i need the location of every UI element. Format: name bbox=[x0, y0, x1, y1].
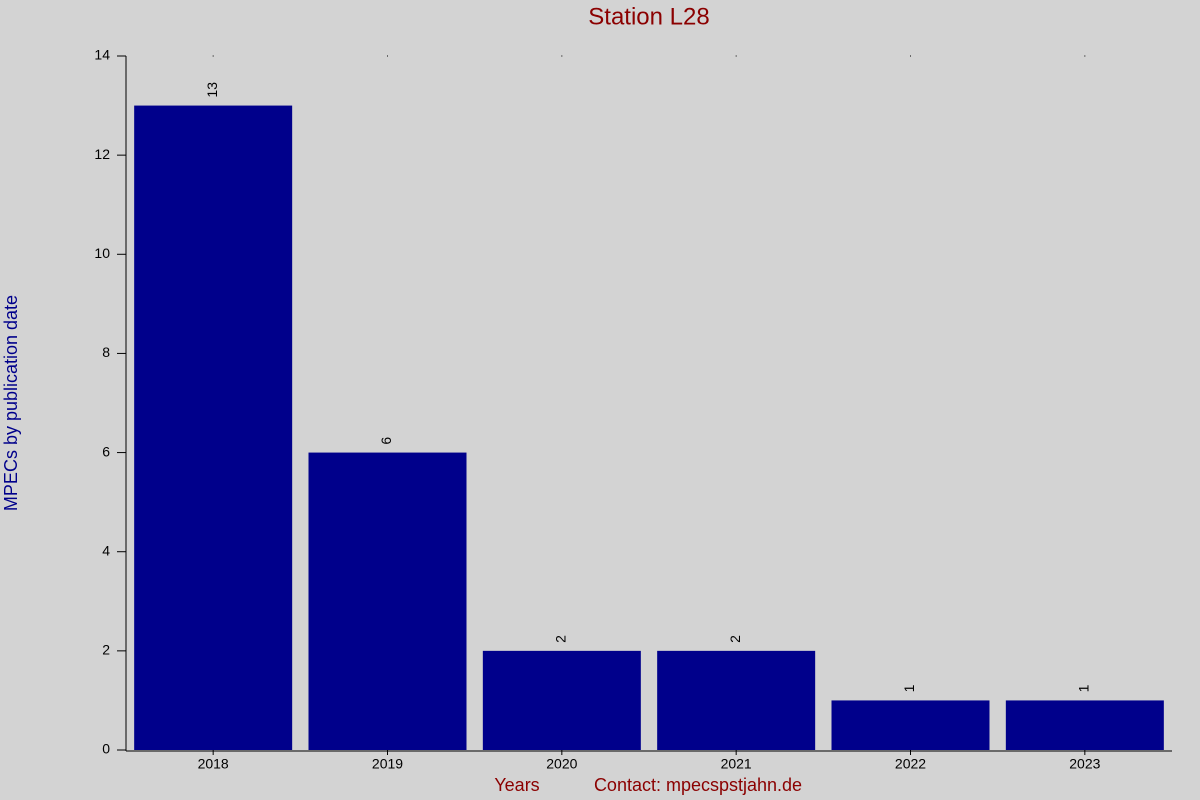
x-tick-label: 2022 bbox=[895, 756, 926, 772]
chart-title: Station L28 bbox=[588, 3, 709, 30]
x-tick-label: 2019 bbox=[372, 756, 403, 772]
annotation: Contact: mpecspstjahn.de bbox=[594, 775, 802, 795]
data-label: 13 bbox=[204, 82, 220, 98]
data-label: 2 bbox=[727, 635, 743, 643]
y-tick-label: 2 bbox=[102, 642, 110, 658]
top-tick bbox=[387, 55, 388, 57]
y-tick-label: 14 bbox=[94, 47, 110, 63]
x-tick-label: 2023 bbox=[1069, 756, 1100, 772]
data-label: 1 bbox=[1076, 684, 1092, 692]
top-tick bbox=[910, 55, 911, 57]
data-label: 6 bbox=[378, 437, 394, 445]
y-tick-label: 12 bbox=[94, 146, 110, 162]
y-tick-label: 0 bbox=[102, 741, 110, 757]
bar bbox=[1005, 700, 1164, 750]
y-tick-label: 10 bbox=[94, 245, 110, 261]
bar bbox=[831, 700, 990, 750]
x-tick-label: 2021 bbox=[721, 756, 752, 772]
y-tick-label: 4 bbox=[102, 542, 110, 558]
top-tick bbox=[561, 55, 563, 57]
data-label: 2 bbox=[553, 635, 569, 643]
y-axis-label: MPECs by publication date bbox=[1, 295, 21, 511]
top-tick bbox=[1084, 55, 1086, 57]
bar bbox=[657, 650, 816, 750]
top-tick bbox=[735, 55, 737, 57]
y-tick-label: 8 bbox=[102, 344, 110, 360]
top-tick bbox=[212, 55, 214, 57]
bar bbox=[134, 105, 293, 751]
bar bbox=[308, 452, 467, 750]
bar bbox=[482, 650, 641, 750]
x-tick-label: 2018 bbox=[198, 756, 229, 772]
data-label: 1 bbox=[901, 684, 917, 692]
x-axis-label: Years bbox=[494, 775, 539, 795]
x-tick-label: 2020 bbox=[546, 756, 577, 772]
y-tick-label: 6 bbox=[102, 443, 110, 459]
